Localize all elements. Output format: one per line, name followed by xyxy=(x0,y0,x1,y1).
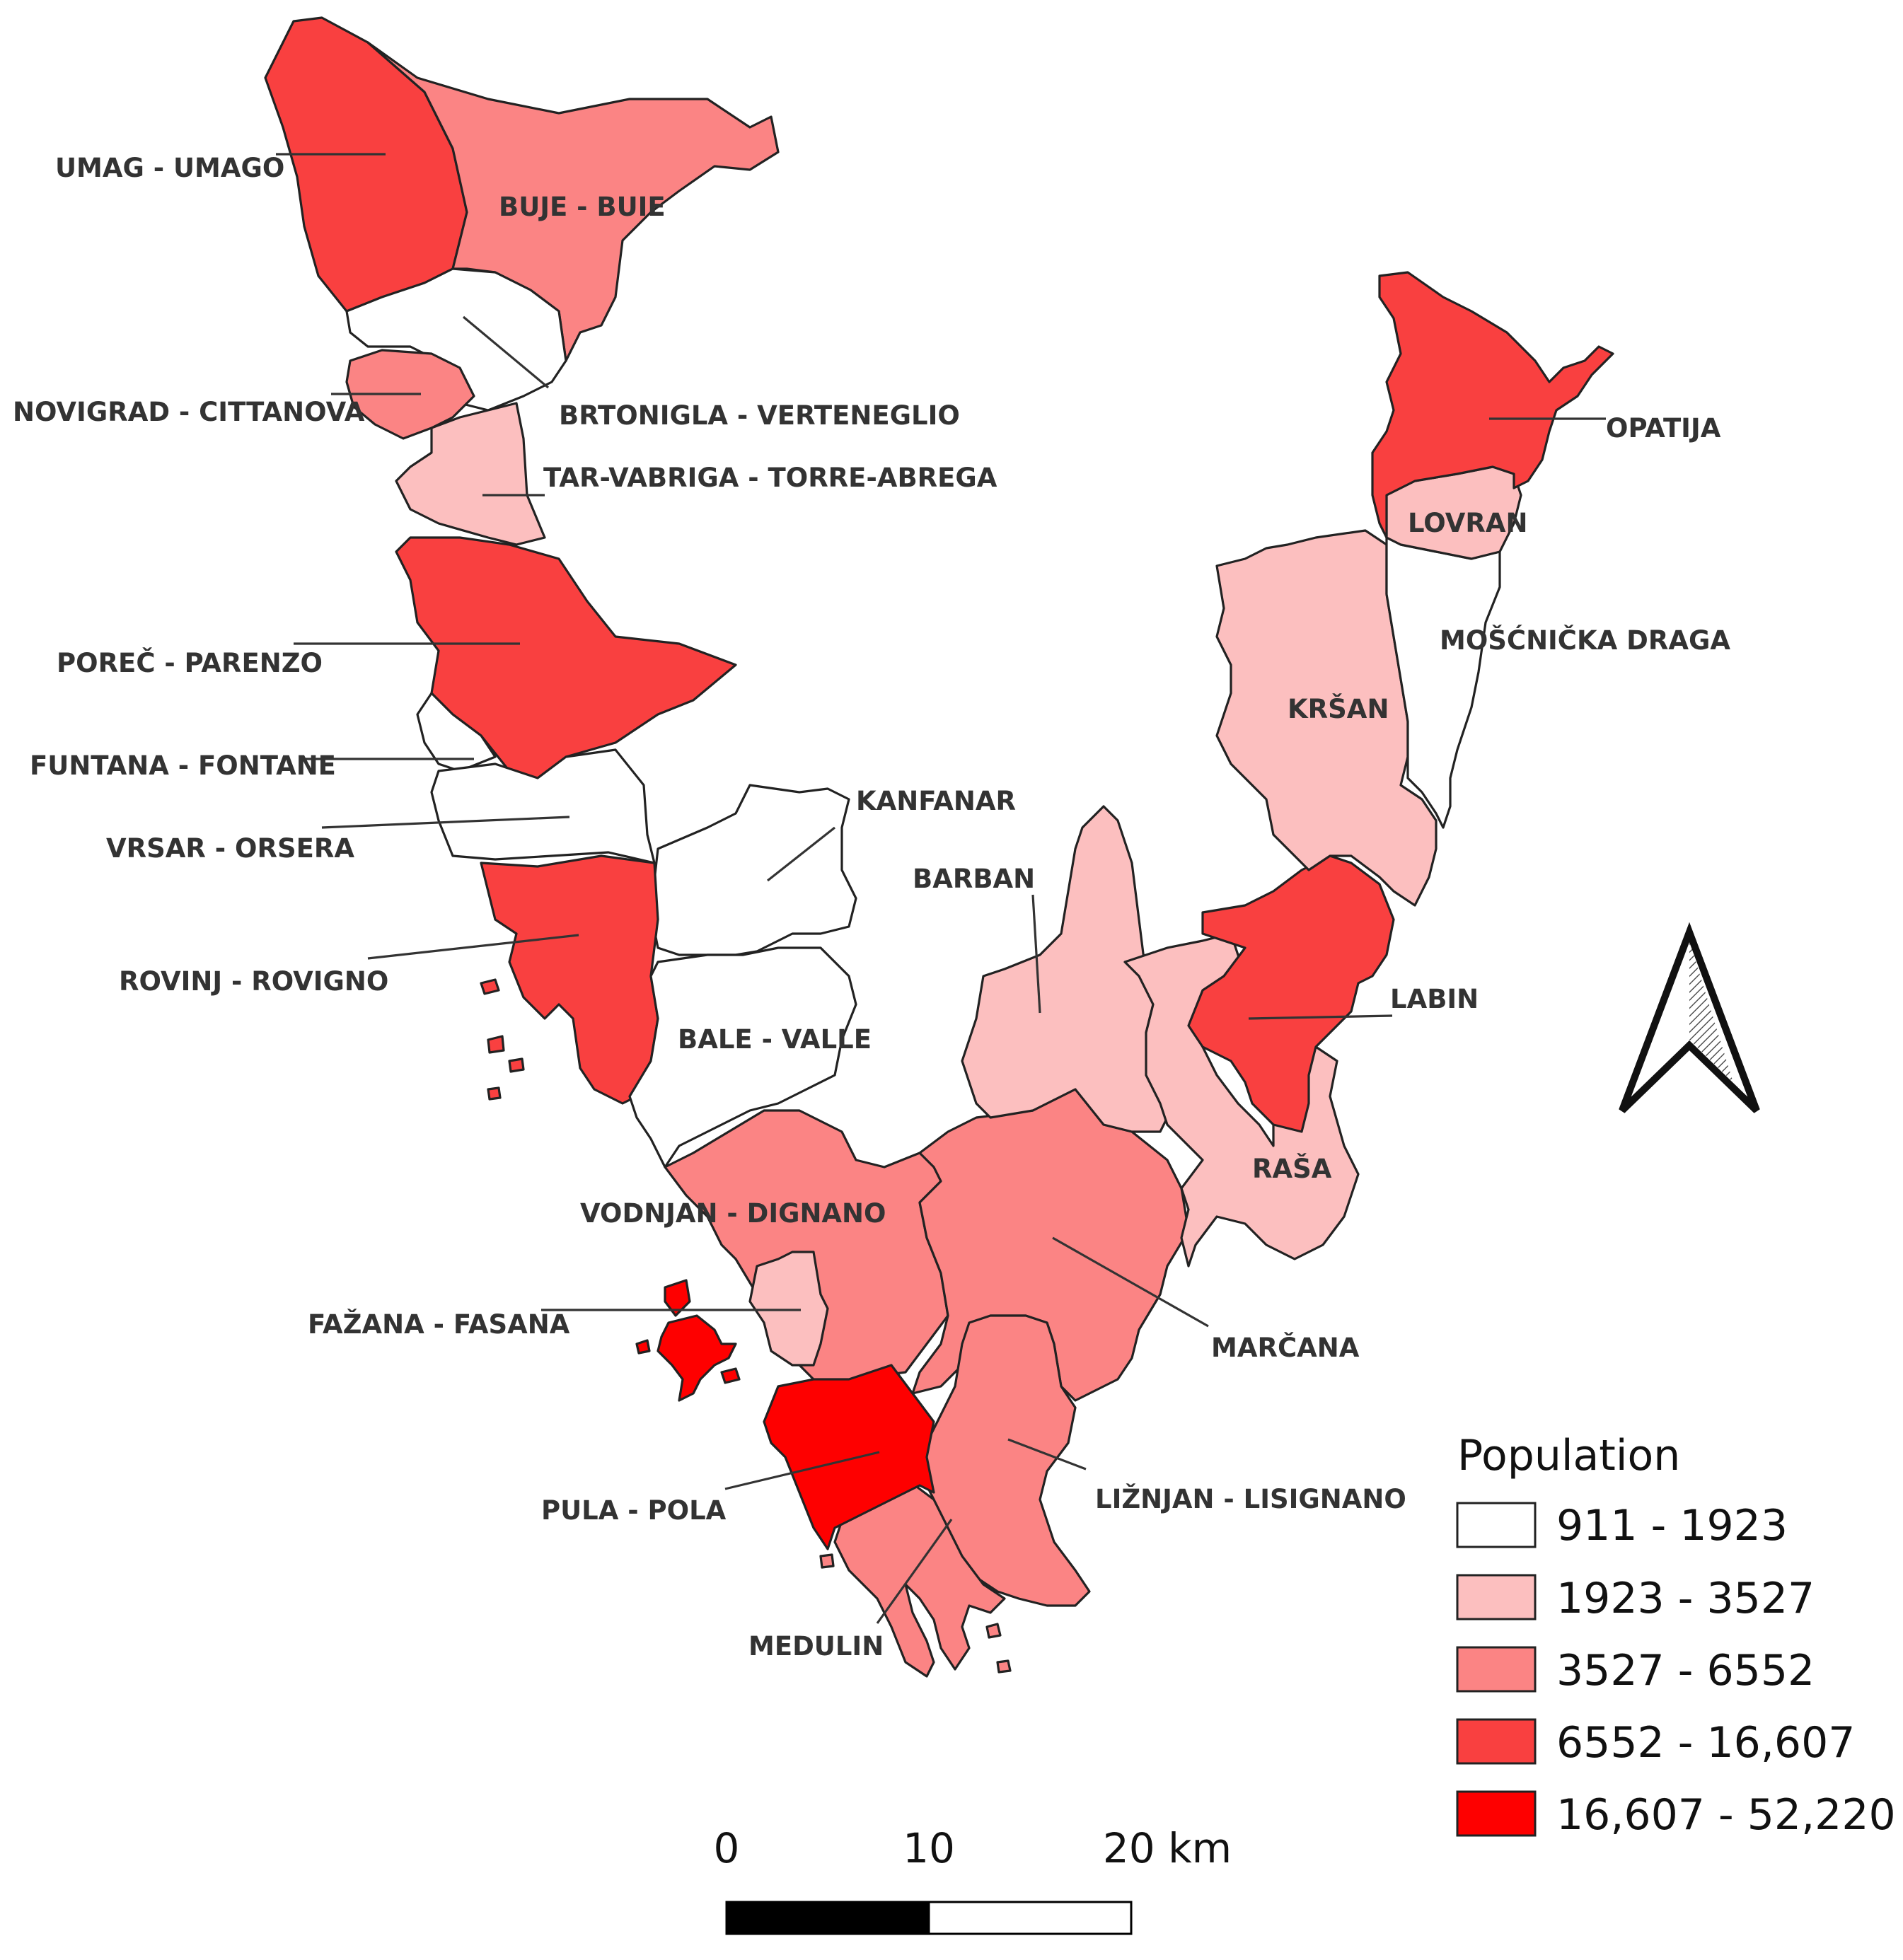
leader-vrsar xyxy=(321,816,570,829)
legend-swatch-3 xyxy=(1456,1718,1537,1765)
legend-label-3: 6552 - 16,607 xyxy=(1556,1718,1855,1768)
leader-kanfanar xyxy=(767,826,835,882)
region-pula-islet-1 xyxy=(720,1367,741,1384)
legend-label-4: 16,607 - 52,220 xyxy=(1556,1790,1896,1840)
region-rasa xyxy=(1123,932,1360,1268)
region-opatija xyxy=(1371,271,1614,539)
leader-brtonigla xyxy=(462,315,550,389)
region-pula-island-north xyxy=(664,1279,691,1317)
north-arrow-icon xyxy=(1619,922,1760,1113)
scale-label-10: 10 xyxy=(903,1824,955,1872)
label-pula: PULA - POLA xyxy=(541,1495,727,1526)
leader-labin xyxy=(1248,1014,1393,1020)
region-porec xyxy=(395,536,737,779)
label-rovinj: ROVINJ - ROVIGNO xyxy=(119,966,388,997)
label-vrsar: VRSAR - ORSERA xyxy=(106,833,354,864)
scale-bar-white-segment xyxy=(927,1901,1133,1935)
region-pula-island-main xyxy=(656,1314,737,1402)
region-labels: UMAG - UMAGO BUJE - BUIE BRTONIGLA - VER… xyxy=(13,153,1730,1662)
region-pula-islet-2 xyxy=(635,1339,651,1355)
region-rovinj-islet-4 xyxy=(487,1086,502,1101)
legend: Population 911 - 1923 1923 - 3527 3527 -… xyxy=(1456,1431,1896,1840)
region-labin xyxy=(1187,854,1395,1133)
label-labin: LABIN xyxy=(1390,984,1479,1014)
region-medulin-islet-3 xyxy=(819,1553,835,1569)
legend-title: Population xyxy=(1457,1431,1680,1480)
legend-swatch-1 xyxy=(1456,1574,1537,1620)
legend-label-0: 911 - 1923 xyxy=(1556,1501,1788,1550)
label-brtonigla: BRTONIGLA - VERTENEGLIO xyxy=(559,400,960,431)
label-barban: BARBAN xyxy=(913,864,1035,894)
region-rovinj-islet-1 xyxy=(480,978,500,995)
region-layer xyxy=(264,16,1614,1678)
label-funtana: FUNTANA - FONTANE xyxy=(30,750,336,781)
leader-lines xyxy=(276,153,1606,1624)
leader-medulin xyxy=(876,1519,953,1624)
label-rasa: RAŠA xyxy=(1252,1153,1332,1184)
leader-barban xyxy=(1031,894,1041,1014)
legend-label-1: 1923 - 3527 xyxy=(1556,1574,1815,1623)
leader-liznjan xyxy=(1007,1438,1087,1471)
region-tar xyxy=(395,402,546,546)
label-medulin: MEDULIN xyxy=(748,1631,884,1662)
region-moscenicka xyxy=(1385,536,1501,829)
leader-rovinj xyxy=(367,934,579,960)
region-rovinj xyxy=(480,854,659,1105)
scale-bar: 0 10 20 km xyxy=(714,1824,1232,1935)
leader-marcana xyxy=(1052,1236,1209,1328)
label-tar: TAR-VABRIGA - TORRE-ABREGA xyxy=(543,463,997,493)
label-kanfanar: KANFANAR xyxy=(856,786,1016,816)
region-medulin-islet-2 xyxy=(996,1659,1012,1674)
label-novigrad: NOVIGRAD - CITTANOVA xyxy=(13,397,365,427)
region-kanfanar xyxy=(649,784,857,956)
region-medulin-islet-1 xyxy=(985,1623,1002,1639)
label-opatija: OPATIJA xyxy=(1606,413,1721,443)
label-buje: BUJE - BUIE xyxy=(499,192,666,222)
label-porec: POREČ - PARENZO xyxy=(57,647,323,678)
label-marcana: MARČANA xyxy=(1211,1332,1360,1363)
region-umag xyxy=(264,16,468,313)
region-krsan xyxy=(1215,529,1438,907)
scale-bar-black-segment xyxy=(725,1901,930,1935)
region-pula xyxy=(763,1364,935,1550)
legend-label-2: 3527 - 6552 xyxy=(1556,1646,1815,1695)
label-bale: BALE - VALLE xyxy=(678,1024,872,1055)
legend-swatch-0 xyxy=(1456,1502,1537,1548)
region-bale xyxy=(628,946,857,1169)
label-lovran: LOVRAN xyxy=(1408,508,1527,538)
region-rovinj-islet-3 xyxy=(508,1057,525,1073)
label-moscenicka: MOŠĆNIČKA DRAGA xyxy=(1440,625,1730,656)
region-rovinj-islet-2 xyxy=(487,1035,505,1054)
legend-swatch-2 xyxy=(1456,1646,1537,1693)
legend-swatch-4 xyxy=(1456,1790,1537,1837)
region-fazana xyxy=(748,1251,829,1367)
label-liznjan: LIŽNJAN - LISIGNANO xyxy=(1095,1483,1406,1514)
label-umag: UMAG - UMAGO xyxy=(55,153,284,183)
leader-pula xyxy=(724,1451,880,1490)
label-fazana: FAŽANA - FASANA xyxy=(308,1309,570,1340)
region-medulin xyxy=(833,1477,1006,1678)
region-brtonigla xyxy=(345,267,567,412)
scale-label-0: 0 xyxy=(714,1824,740,1872)
scale-label-20km: 20 km xyxy=(1103,1824,1232,1872)
label-krsan: KRŠAN xyxy=(1288,693,1389,724)
label-vodnjan: VODNJAN - DIGNANO xyxy=(580,1198,886,1229)
